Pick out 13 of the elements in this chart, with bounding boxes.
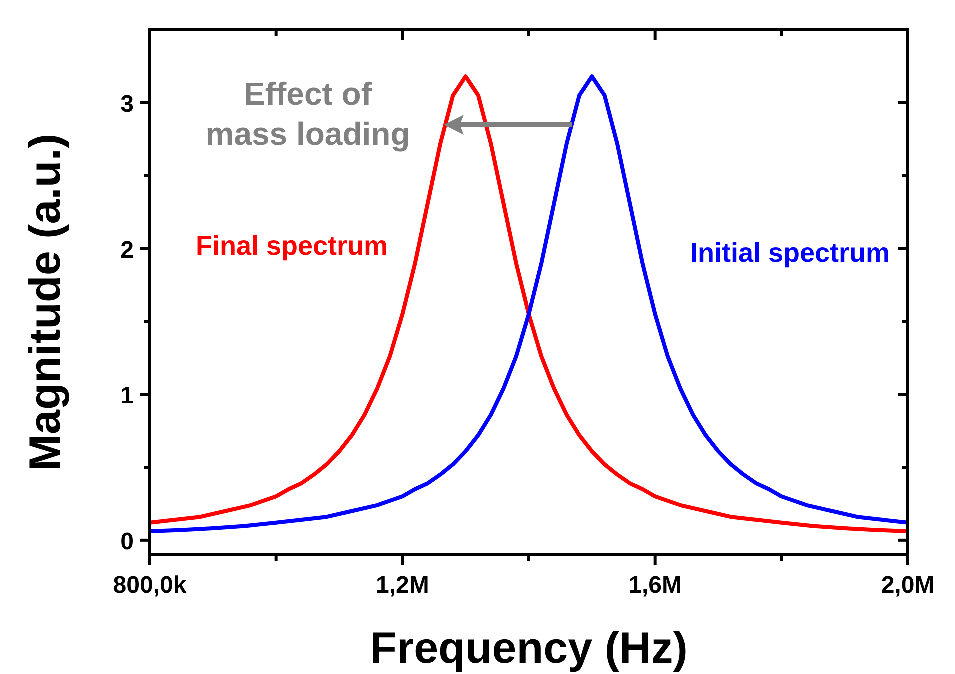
x-tick-label: 1,6M bbox=[628, 572, 682, 599]
y-tick-label: 0 bbox=[120, 528, 134, 556]
y-axis-title: Magnitude (a.u.) bbox=[21, 134, 70, 472]
y-tick-label: 1 bbox=[120, 382, 134, 410]
x-tick-label: 1,2M bbox=[376, 572, 430, 599]
annotation: Effect of mass loading bbox=[206, 76, 410, 152]
series-label: Final spectrum bbox=[196, 231, 388, 261]
series-label: Initial spectrum bbox=[690, 238, 890, 268]
x-tick-label: 800,0k bbox=[113, 572, 188, 599]
x-tick-label: 2,0M bbox=[881, 572, 935, 599]
y-tick-label: 3 bbox=[120, 90, 134, 118]
y-tick-label: 2 bbox=[120, 236, 134, 264]
x-axis-title: Frequency (Hz) bbox=[370, 624, 688, 673]
